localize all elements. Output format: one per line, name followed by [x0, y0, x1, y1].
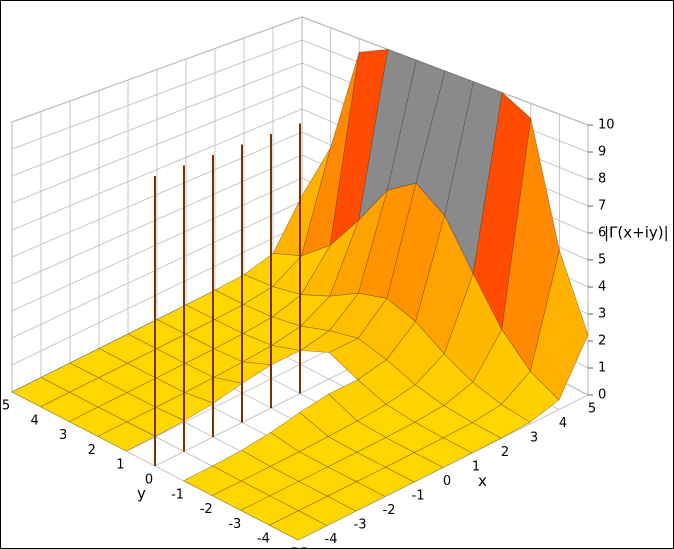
z-tick-label: 4	[598, 280, 606, 295]
surface-patch	[328, 337, 388, 381]
y-tick-label: 5	[2, 399, 10, 414]
x-tick-label: 5	[588, 402, 596, 417]
z-axis-label: |Γ(x+iy)|	[604, 224, 669, 242]
surface-patch	[156, 304, 216, 335]
surface-patch	[326, 481, 386, 512]
surface-patch	[97, 392, 157, 423]
y-tick-label: 1	[116, 458, 124, 473]
grid-line	[11, 108, 303, 231]
y-tick-label: 4	[30, 413, 38, 428]
grid-line	[11, 85, 303, 204]
y-tick-label: -5	[286, 547, 299, 549]
y-tick-label: -4	[257, 532, 270, 547]
z-tick-label: 8	[598, 172, 606, 187]
z-tick-label: 3	[598, 307, 606, 322]
z-tick-label: 9	[598, 145, 606, 160]
surface-patch	[268, 510, 328, 541]
x-tick-label: -2	[383, 503, 396, 518]
surface-patch	[155, 333, 215, 364]
grid-line	[11, 16, 303, 123]
x-tick-label: -5	[296, 547, 309, 549]
surface-patch	[355, 466, 415, 497]
grid-line	[11, 154, 303, 285]
grid-line	[11, 200, 303, 339]
surface-patch	[500, 370, 560, 423]
x-tick-label: -4	[325, 532, 338, 547]
x-tick-label: -3	[354, 518, 367, 533]
z-tick-label: 1	[598, 361, 606, 376]
x-tick-label: 2	[501, 445, 509, 460]
y-tick-label: 3	[59, 428, 67, 443]
z-tick-label: 10	[598, 118, 615, 133]
x-axis-label: x	[478, 472, 487, 490]
surface-patch	[241, 432, 300, 467]
y-tick-label: -2	[200, 502, 213, 517]
z-tick-label: 5	[598, 253, 606, 268]
surface-patch	[97, 421, 157, 452]
z-tick-label: 2	[598, 334, 606, 349]
x-tick-label: 4	[559, 416, 567, 431]
y-axis-label: y	[137, 485, 146, 503]
y-tick-label: -3	[228, 517, 241, 532]
surface-patch	[384, 452, 444, 483]
x-tick-label: 0	[443, 474, 451, 489]
surface-patch	[385, 421, 445, 453]
z-tick-label: 0	[598, 388, 606, 403]
surface-patch	[213, 304, 273, 334]
grid-line	[11, 131, 303, 258]
x-tick-label: -1	[412, 489, 425, 504]
z-tick-label: 7	[598, 199, 606, 214]
x-tick-label: 3	[530, 431, 538, 446]
grid-line	[11, 177, 303, 312]
grid-line	[11, 62, 303, 177]
grid-line	[11, 39, 303, 150]
x-tick-label: 1	[472, 460, 480, 475]
surface-patch	[501, 118, 560, 373]
grid-line	[11, 223, 303, 366]
y-tick-label: 2	[88, 443, 96, 458]
y-tick-label: 0	[145, 473, 153, 488]
surface-patch	[530, 249, 589, 401]
surface-patch	[240, 495, 300, 526]
y-tick-label: -1	[171, 487, 184, 502]
z-tick-label: 6	[598, 226, 606, 241]
